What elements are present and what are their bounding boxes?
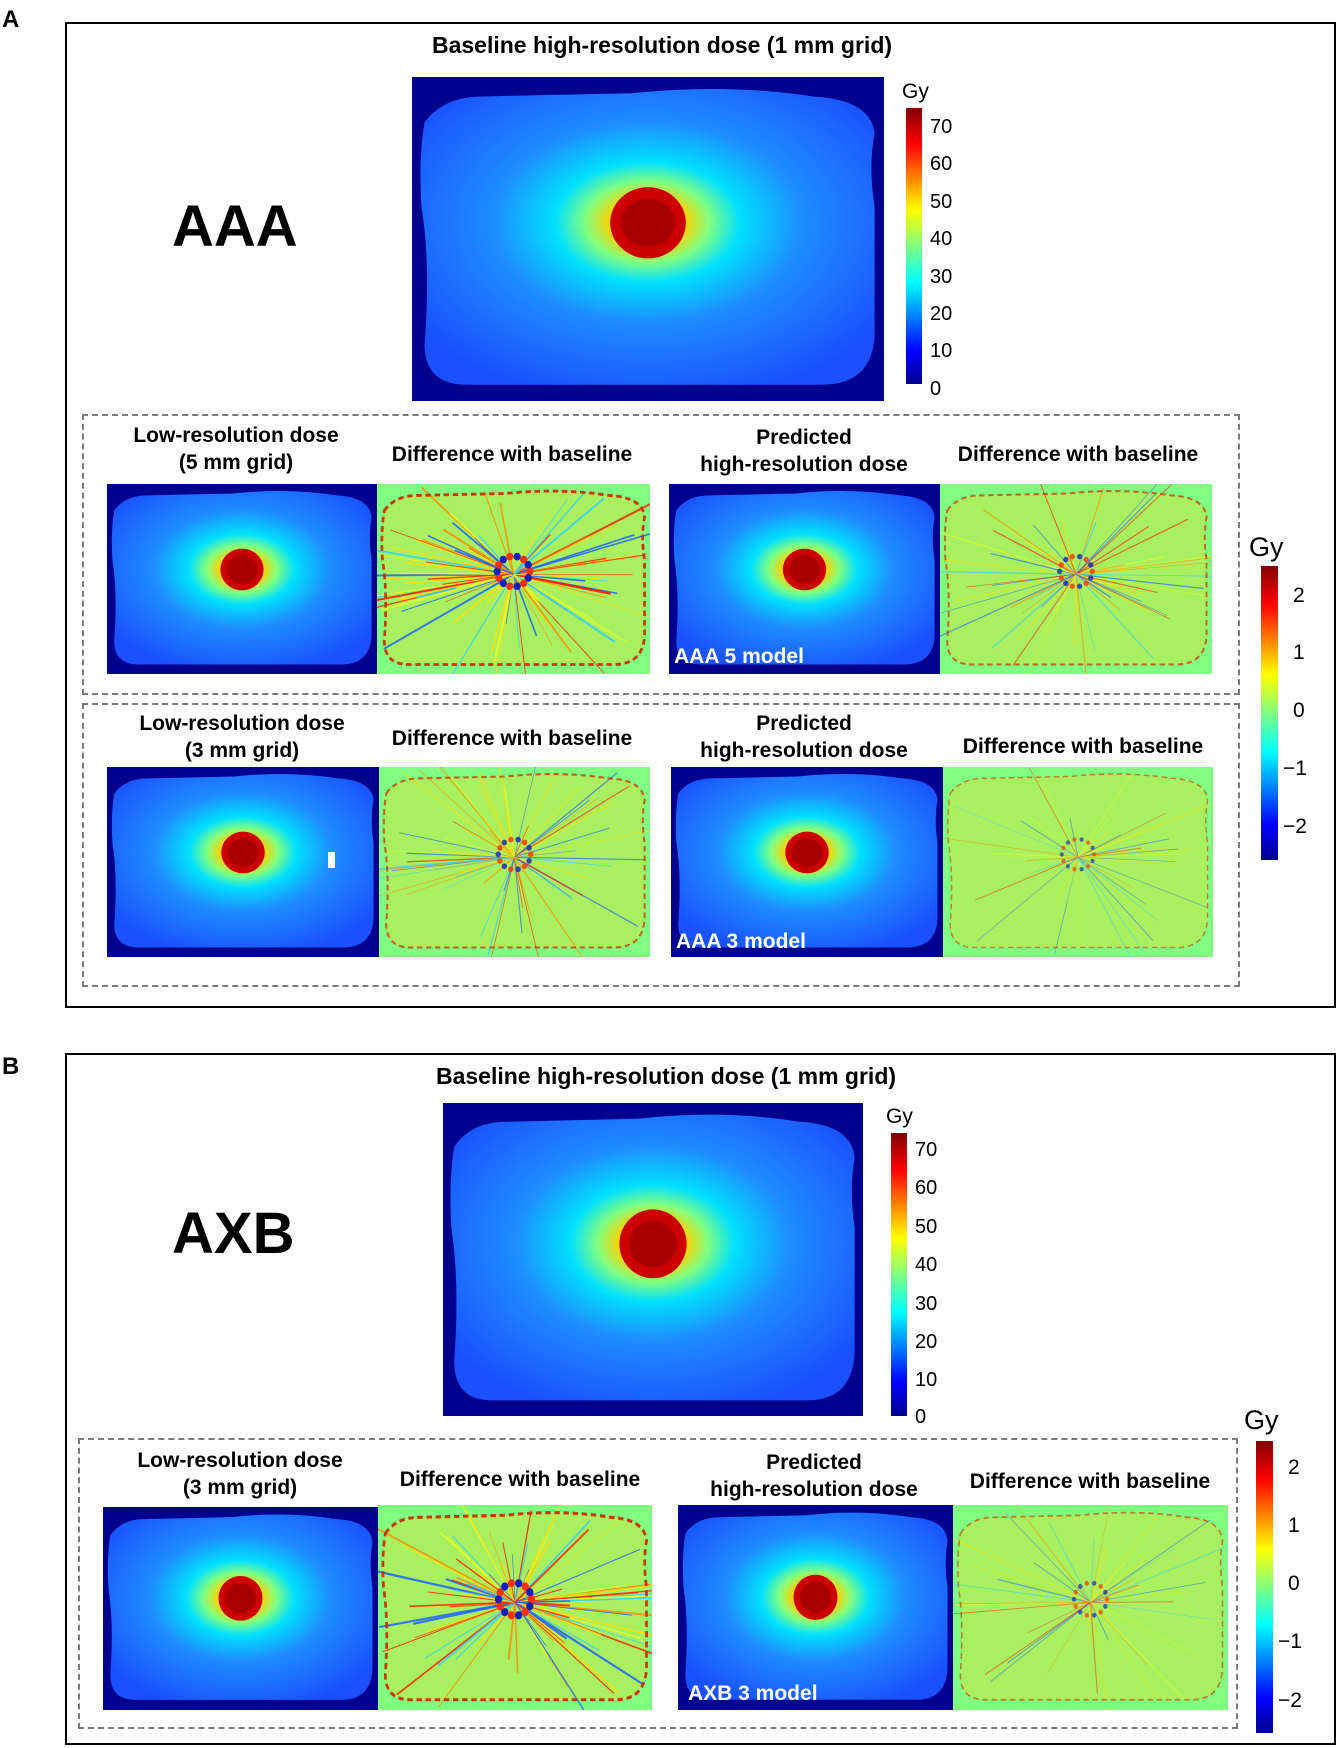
tick-label: 2 [1293,584,1305,607]
panel-a-dose-colorbar-ticks: 70 60 50 40 30 20 10 0 [930,108,990,400]
panel-a-3mm-diff-title-2: Difference with baseline [962,735,1204,758]
panel-b-3mm-model-label: AXB 3 model [688,1682,818,1705]
tick-label: 1 [1288,1514,1300,1537]
panel-a-algorithm-label: AAA [172,194,298,259]
panel-b-3mm-diff-map-1 [378,1505,652,1710]
tick-label: 2 [1288,1456,1300,1479]
panel-a-3mm-predicted-title: Predicted high-resolution dose [670,710,938,764]
panel-a-3mm-low-res-map [107,767,379,957]
tick-label: 10 [915,1369,938,1391]
panel-a-3mm-diff-map-1 [379,767,650,957]
marker [328,852,335,868]
panel-a-row-5mm-box [82,414,1240,695]
panel-b-3mm-low-res-map [103,1507,378,1710]
tick-label: 0 [915,1406,927,1428]
title-line: high-resolution dose [710,1478,918,1501]
tick-label: 20 [930,303,953,325]
panel-a-5mm-predicted-title: Predicted high-resolution dose [670,424,938,478]
panel-a-diff-colorbar [1261,566,1278,860]
tick-label: 1 [1293,641,1305,664]
panel-a-5mm-low-res-title: Low-resolution dose (5 mm grid) [102,422,370,476]
panel-a-baseline-dose-map [412,77,884,401]
tick-label: 20 [915,1331,938,1353]
panel-b-3mm-predicted-map [678,1505,953,1710]
tick-label: −2 [1278,1689,1302,1712]
panel-a-3mm-low-res-title: Low-resolution dose (3 mm grid) [108,710,376,764]
panel-a-3mm-diff-title-1: Difference with baseline [391,727,633,750]
tick-label: −2 [1283,815,1307,838]
title-line: Low-resolution dose [139,712,345,735]
panel-b-algorithm-label: AXB [172,1201,295,1266]
panel-a-dose-colorbar [906,108,922,384]
tick-label: 40 [915,1254,938,1276]
panel-b-row-3mm-box [78,1438,1238,1729]
panel-b-dose-colorbar [891,1133,907,1416]
panel-a-diff-colorbar-unit: Gy [1249,532,1284,562]
tick-label: −1 [1278,1630,1302,1653]
tick-label: 50 [930,191,953,213]
tick-label: 40 [930,228,953,250]
panel-a-5mm-diff-map-1 [377,484,650,674]
panel-b-dose-colorbar-ticks: 70 60 50 40 30 20 10 0 [915,1133,975,1428]
title-line: (3 mm grid) [184,739,300,762]
title-line: Low-resolution dose [137,1449,343,1472]
tick-label: 0 [1288,1572,1300,1595]
title-line: (5 mm grid) [178,451,294,474]
tick-label: 50 [915,1216,938,1238]
tick-label: 60 [930,153,953,175]
panel-a-3mm-diff-map-2 [943,767,1213,957]
panel-b-baseline-dose-map [443,1103,863,1416]
panel-a-5mm-low-res-map [107,484,377,674]
panel-a-3mm-model-label: AAA 3 model [676,930,806,953]
panel-a-5mm-diff-map-2 [940,484,1212,674]
title-line: high-resolution dose [700,739,908,762]
panel-b-3mm-predicted-title: Predicted high-resolution dose [680,1449,948,1503]
tick-label: −1 [1283,757,1307,780]
title-line: high-resolution dose [700,453,908,476]
title-line: Low-resolution dose [133,424,339,447]
title-line: Predicted [756,426,852,449]
tick-label: 70 [930,116,953,138]
tick-label: 60 [915,1177,938,1199]
panel-a [65,22,1336,1008]
panel-a-dose-colorbar-unit: Gy [902,80,929,103]
panel-a-baseline-title: Baseline high-resolution dose (1 mm grid… [431,32,893,58]
panel-b-diff-colorbar-unit: Gy [1244,1405,1279,1435]
panel-b-baseline-title: Baseline high-resolution dose (1 mm grid… [435,1063,897,1089]
panel-a-diff-colorbar-ticks: 2 1 0 −1 −2 [1283,566,1333,860]
title-line: (3 mm grid) [182,1476,298,1499]
panel-b-3mm-diff-map-2 [953,1505,1228,1710]
panel-b-dose-colorbar-unit: Gy [886,1105,913,1128]
panel-a-5mm-diff-title-2: Difference with baseline [957,443,1199,466]
tick-label: 30 [930,266,953,288]
title-line: Predicted [766,1451,862,1474]
panel-b-3mm-diff-title-2: Difference with baseline [969,1470,1211,1493]
tick-label: 0 [1293,699,1305,722]
panel-a-row-3mm-box [82,703,1240,987]
panel-a-5mm-model-label: AAA 5 model [674,645,804,668]
panel-a-letter: A [2,6,20,33]
panel-a-5mm-predicted-map [669,484,940,674]
panel-b-letter: B [2,1053,20,1080]
panel-b-diff-colorbar-ticks: 2 1 0 −1 −2 [1278,1441,1328,1733]
tick-label: 70 [915,1139,938,1161]
panel-a-3mm-predicted-map [671,767,943,957]
panel-b-diff-colorbar [1256,1441,1273,1733]
panel-a-5mm-diff-title-1: Difference with baseline [391,443,633,466]
tick-label: 0 [930,378,942,400]
panel-b-3mm-low-res-title: Low-resolution dose (3 mm grid) [106,1447,374,1501]
title-line: Predicted [756,712,852,735]
panel-b [65,1053,1336,1745]
tick-label: 30 [915,1293,938,1315]
tick-label: 10 [930,340,953,362]
panel-b-3mm-diff-title-1: Difference with baseline [399,1468,641,1491]
